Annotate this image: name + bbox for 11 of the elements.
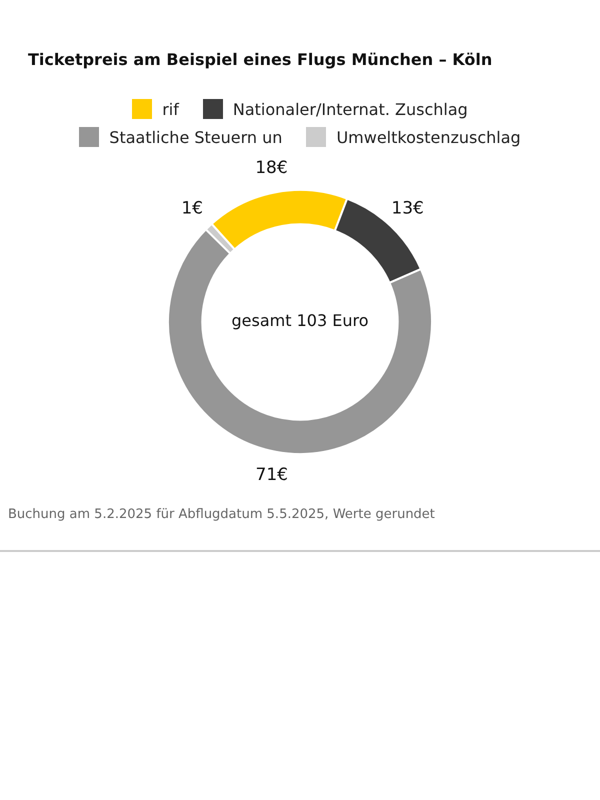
data-label: 71€ [256, 464, 288, 485]
data-label: 1€ [181, 198, 203, 219]
chart-title: Ticketpreis am Beispiel eines Flugs München – Köln [27, 49, 494, 69]
legend-label: Staatliche Steuern un [109, 128, 282, 146]
legend-label: Nationaler/Internat. Zuschlag [232, 100, 468, 118]
text: gesamt 103 Euro [232, 311, 368, 330]
data-label: 13€ [391, 198, 424, 219]
data-label: 18€ [255, 158, 288, 178]
legend-label: rif [162, 100, 179, 118]
legend-label: Umweltkostenzuschlag [336, 128, 521, 146]
text: Buchung am 5.2.2025 für Abflugdatum 5.5.2025, Werte gerundet [8, 507, 436, 522]
